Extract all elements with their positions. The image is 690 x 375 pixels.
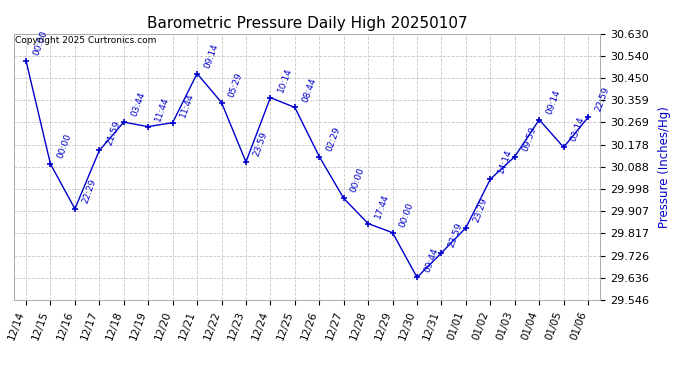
Text: 22:29: 22:29 (81, 178, 97, 205)
Text: 23:29: 23:29 (471, 196, 489, 223)
Text: 00:00: 00:00 (56, 132, 73, 160)
Text: 11:44: 11:44 (154, 95, 171, 122)
Y-axis label: Pressure (Inches/Hg): Pressure (Inches/Hg) (658, 106, 671, 228)
Text: 23:59: 23:59 (447, 221, 464, 249)
Text: 23:59: 23:59 (252, 130, 269, 158)
Text: 21:59: 21:59 (105, 119, 122, 146)
Title: Barometric Pressure Daily High 20250107: Barometric Pressure Daily High 20250107 (147, 16, 467, 31)
Text: Copyright 2025 Curtronics.com: Copyright 2025 Curtronics.com (15, 36, 157, 45)
Text: 09:14: 09:14 (545, 88, 562, 116)
Text: 17:44: 17:44 (374, 192, 391, 219)
Text: 08:44: 08:44 (300, 76, 317, 103)
Text: 03:14: 03:14 (569, 116, 586, 143)
Text: 00:00: 00:00 (398, 201, 415, 228)
Text: 05:29: 05:29 (227, 71, 244, 98)
Text: 10:14: 10:14 (276, 66, 293, 93)
Text: 14:14: 14:14 (496, 148, 513, 175)
Text: 09:44: 09:44 (422, 246, 440, 273)
Text: 00:00: 00:00 (349, 167, 366, 194)
Text: 02:29: 02:29 (325, 125, 342, 152)
Text: 09:14: 09:14 (203, 42, 220, 69)
Text: 22:59: 22:59 (593, 86, 611, 113)
Text: 11:44: 11:44 (178, 92, 195, 118)
Text: 00:00: 00:00 (32, 29, 49, 57)
Text: 03:44: 03:44 (129, 91, 146, 118)
Text: 09:59: 09:59 (520, 125, 538, 152)
